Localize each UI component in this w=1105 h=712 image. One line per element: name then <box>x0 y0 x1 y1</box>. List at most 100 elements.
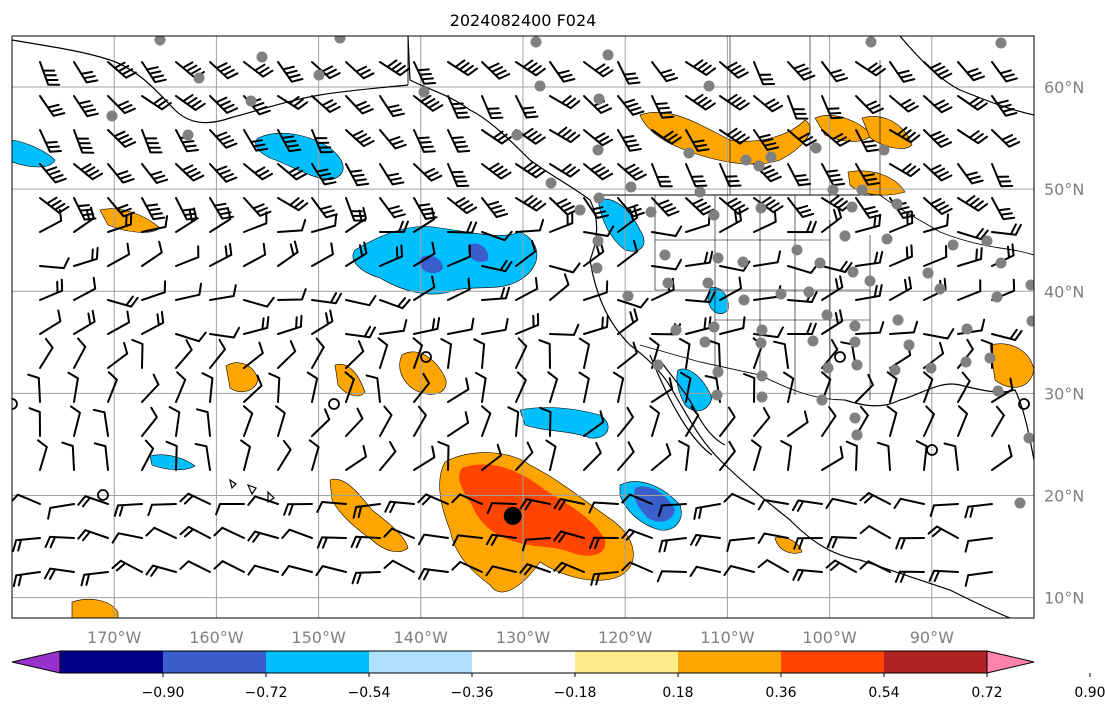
wind-barb <box>757 532 789 544</box>
station-marker <box>803 286 815 298</box>
station-marker <box>670 324 682 336</box>
wind-barb <box>175 339 193 369</box>
wind-barb <box>311 408 331 437</box>
wind-barb <box>791 499 823 512</box>
wind-barb <box>859 525 891 539</box>
wind-barb <box>351 571 381 585</box>
station-marker <box>995 37 1007 49</box>
wind-barb <box>895 537 925 550</box>
wind-barb <box>685 129 710 152</box>
wind-barb <box>311 95 341 113</box>
longitude-tick-label: 130°W <box>496 628 551 647</box>
wind-barb <box>927 525 959 539</box>
wind-barb <box>617 441 635 471</box>
wind-barb <box>753 95 784 113</box>
wind-barb <box>111 532 143 544</box>
wind-barb <box>141 406 158 437</box>
wind-barb <box>485 565 517 577</box>
station-marker <box>625 181 637 193</box>
wind-barb <box>685 197 715 216</box>
station-marker <box>821 309 833 321</box>
wind-barb <box>107 95 136 115</box>
wind-barb <box>247 495 279 506</box>
wind-barb <box>440 338 452 369</box>
baja-peninsula-coast <box>649 354 713 456</box>
wind-barb <box>549 273 570 301</box>
wind-barb <box>821 95 844 120</box>
wind-barb <box>379 220 409 233</box>
wind-barb <box>719 440 736 471</box>
wind-barb <box>131 338 144 369</box>
colorbar: −0.90 −0.72 −0.54 −0.36 −0.18 0.18 0.36 0.54 0.7… <box>11 650 1105 701</box>
wind-barb <box>73 309 96 335</box>
wind-barb <box>277 129 302 153</box>
station-marker <box>737 256 749 268</box>
wind-barb <box>783 371 795 403</box>
wind-barb <box>281 528 313 539</box>
wind-barb <box>657 503 687 517</box>
wind-barb <box>345 241 368 267</box>
wind-barb <box>61 441 75 471</box>
wind-barb <box>549 163 581 178</box>
wind-barb <box>845 440 858 471</box>
wind-barb <box>549 211 574 233</box>
wind-barb <box>39 337 54 369</box>
wind-barb <box>413 405 427 437</box>
wind-barb <box>413 317 441 335</box>
wind-barb <box>311 309 334 335</box>
wind-barb <box>991 61 1018 83</box>
wind-barb <box>651 197 680 217</box>
wind-barb <box>750 439 762 471</box>
wind-barb <box>175 94 206 111</box>
wind-barb <box>521 537 551 552</box>
wind-barb <box>165 440 178 471</box>
colorbar-tick-label: 0.54 <box>868 685 899 701</box>
strong-negative-anomaly-region <box>468 243 489 263</box>
wind-barb <box>215 503 245 516</box>
wind-barb <box>481 443 502 471</box>
wind-barb <box>437 440 450 471</box>
wind-barb <box>617 239 639 267</box>
wind-barb <box>93 442 109 471</box>
wind-barb <box>787 322 817 335</box>
wind-barb <box>107 61 137 79</box>
wind-barb <box>923 61 953 80</box>
wind-barb <box>617 297 649 309</box>
wind-barb <box>651 163 673 188</box>
wind-barb <box>345 407 364 437</box>
wind-barb <box>957 371 971 403</box>
positive-anomaly-region <box>225 362 259 393</box>
latitude-labels: 10°N 20°N 30°N 40°N 50°N 60°N <box>1044 78 1084 608</box>
wind-barb <box>413 129 436 153</box>
station-marker <box>992 385 1004 397</box>
station-marker <box>712 366 724 378</box>
longitude-tick-label: 110°W <box>700 628 755 647</box>
wind-barb <box>243 374 263 403</box>
colorbar-segment <box>163 651 267 673</box>
station-marker <box>591 262 603 274</box>
wind-barb <box>316 501 347 513</box>
station-marker <box>827 184 839 196</box>
wind-barb <box>277 240 299 267</box>
wind-barb <box>345 163 370 187</box>
wind-barb <box>473 338 486 369</box>
open-circle-marker <box>328 398 340 410</box>
wind-barb <box>311 337 325 369</box>
wind-barb <box>344 371 355 403</box>
wind-barb <box>617 163 647 181</box>
station-marker <box>703 80 715 92</box>
wind-barb <box>553 498 585 511</box>
wind-barb <box>685 250 714 267</box>
station-marker <box>334 36 346 44</box>
station-marker <box>878 144 890 156</box>
station-marker <box>807 335 819 347</box>
station-marker <box>961 323 973 335</box>
wind-barb <box>787 95 809 120</box>
wind-barb <box>578 337 590 369</box>
station-marker <box>847 266 859 278</box>
open-circle-markers <box>12 351 1030 501</box>
wind-barb <box>413 163 443 182</box>
wind-barb <box>243 341 264 369</box>
wind-barb <box>28 407 41 437</box>
wind-barb <box>107 371 118 403</box>
